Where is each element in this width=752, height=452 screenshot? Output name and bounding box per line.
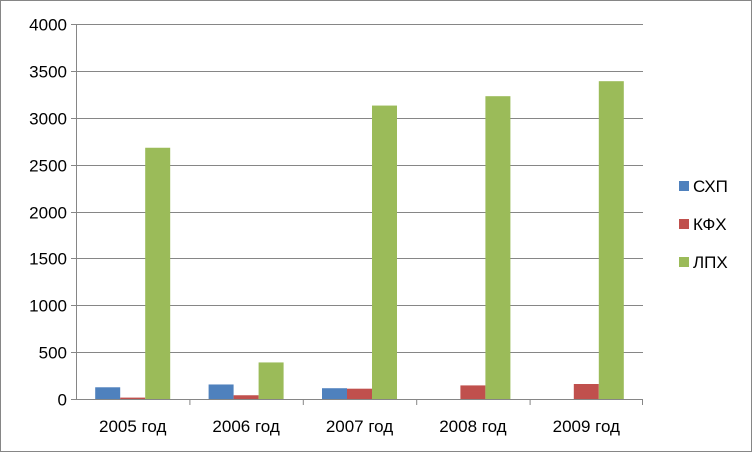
legend-swatch bbox=[679, 181, 689, 191]
y-tick-label: 0 bbox=[58, 391, 67, 410]
x-tick-labels: 2005 год 2006 год 2007 год 2008 год 2009 год bbox=[99, 417, 620, 436]
x-tick-label: 2006 год bbox=[212, 417, 279, 436]
y-tick-label: 1000 bbox=[29, 297, 67, 316]
bar-shp bbox=[208, 384, 234, 399]
y-tick-label: 1500 bbox=[29, 250, 67, 269]
x-tick-label: 2008 год bbox=[439, 417, 506, 436]
bar-shp bbox=[95, 387, 121, 399]
y-tick-label: 2500 bbox=[29, 157, 67, 176]
y-tick-label: 4000 bbox=[29, 16, 67, 35]
legend-swatch bbox=[679, 257, 689, 267]
legend-label: ЛПХ bbox=[693, 253, 728, 272]
gridlines bbox=[76, 24, 643, 353]
x-tick-label: 2005 год bbox=[99, 417, 166, 436]
y-tick-label: 500 bbox=[39, 344, 67, 363]
bar-kfh bbox=[233, 395, 259, 399]
legend-label: КФХ bbox=[693, 215, 727, 234]
bars bbox=[95, 81, 624, 399]
legend-label: СХП bbox=[693, 177, 728, 196]
bar-shp bbox=[322, 388, 347, 399]
axes bbox=[71, 24, 643, 405]
bar-lph bbox=[145, 147, 171, 399]
y-tick-label: 3500 bbox=[29, 63, 67, 82]
y-tick-label: 3000 bbox=[29, 110, 67, 129]
x-tick-label: 2007 год bbox=[326, 417, 393, 436]
bar-kfh bbox=[573, 384, 599, 399]
bar-lph bbox=[372, 105, 397, 399]
y-tick-labels: 0 500 1000 1500 2000 2500 3000 3500 4000 bbox=[29, 16, 67, 410]
bar-lph bbox=[485, 96, 511, 399]
legend-swatch bbox=[679, 219, 689, 229]
bar-kfh bbox=[347, 388, 372, 399]
bar-kfh bbox=[460, 385, 486, 399]
y-tick-label: 2000 bbox=[29, 204, 67, 223]
legend: СХП КФХ ЛПХ bbox=[679, 177, 728, 272]
x-tick-label: 2009 год bbox=[553, 417, 620, 436]
bar-kfh bbox=[120, 397, 146, 399]
bar-lph bbox=[258, 362, 284, 399]
bar-lph bbox=[598, 81, 624, 399]
